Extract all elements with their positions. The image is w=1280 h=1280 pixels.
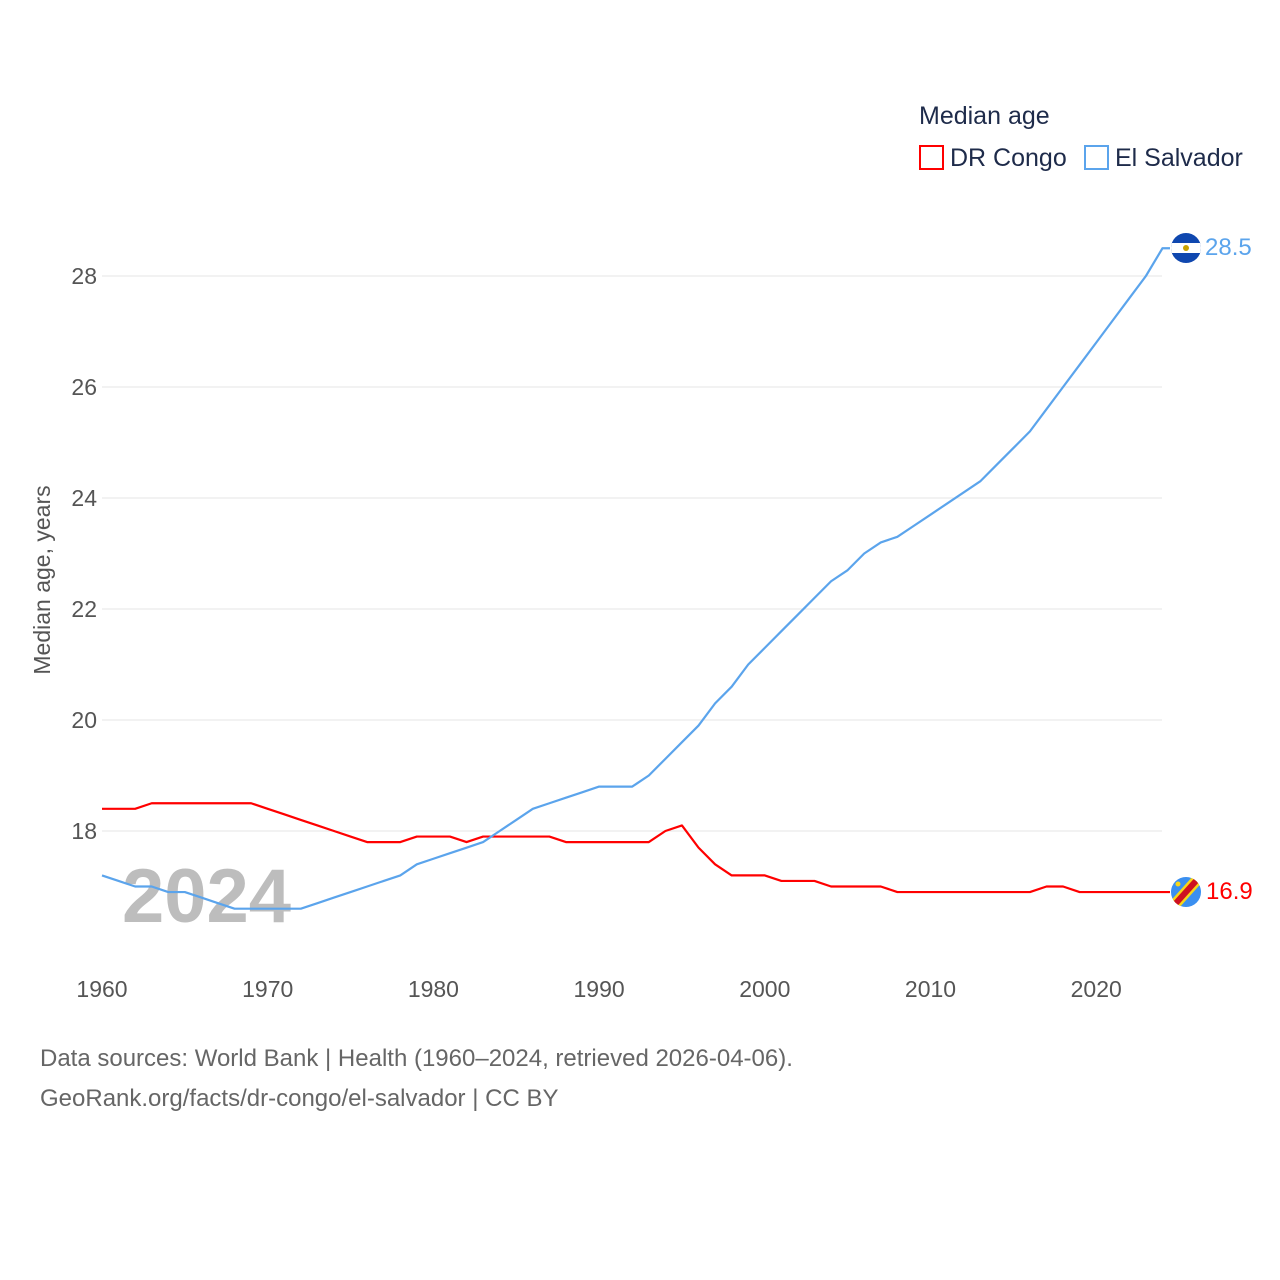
x-tick-label: 2010 xyxy=(905,976,956,1002)
el-salvador-end-label: 28.5 xyxy=(1205,234,1252,261)
year-watermark: 2024 xyxy=(122,854,291,939)
dr-congo-flag-icon xyxy=(1171,877,1201,907)
dr-congo-end-label: 16.9 xyxy=(1206,878,1253,905)
y-tick-label: 24 xyxy=(71,485,97,511)
footer-link[interactable]: GeoRank.org/facts/dr-congo/el-salvador |… xyxy=(40,1085,559,1112)
y-tick-label: 20 xyxy=(71,707,97,733)
x-tick-label: 1980 xyxy=(408,976,459,1002)
legend-title: Median age xyxy=(919,102,1050,130)
legend-label: DR Congo xyxy=(950,144,1067,172)
y-tick-label: 18 xyxy=(71,818,97,844)
footer-sources: Data sources: World Bank | Health (1960–… xyxy=(40,1045,793,1072)
legend-item-el-salvador[interactable]: El Salvador xyxy=(1084,144,1243,172)
el-salvador-flag-icon xyxy=(1171,233,1201,263)
x-tick-label: 2000 xyxy=(739,976,790,1002)
y-tick-label: 26 xyxy=(71,374,97,400)
x-tick-label: 2020 xyxy=(1071,976,1122,1002)
legend-swatch xyxy=(919,145,944,170)
legend-label: El Salvador xyxy=(1115,144,1243,172)
x-tick-label: 1990 xyxy=(574,976,625,1002)
x-tick-label: 1970 xyxy=(242,976,293,1002)
y-tick-label: 28 xyxy=(71,263,97,289)
series-line-el-salvador xyxy=(101,247,1170,910)
series-line-dr-congo xyxy=(102,802,1170,894)
legend-swatch xyxy=(1084,145,1109,170)
x-tick-label: 1960 xyxy=(76,976,127,1002)
y-tick-label: 22 xyxy=(71,596,97,622)
legend-item-dr-congo[interactable]: DR Congo xyxy=(919,144,1067,172)
y-axis-label: Median age, years xyxy=(29,485,55,674)
